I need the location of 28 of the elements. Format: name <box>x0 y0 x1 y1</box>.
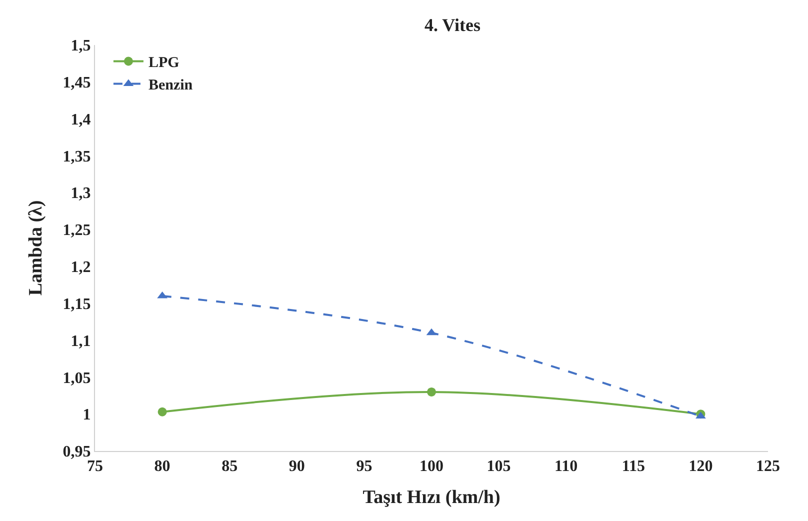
x-tick-label: 75 <box>87 458 103 476</box>
x-axis-title: Taşıt Hızı (km/h) <box>362 487 500 508</box>
y-tick-label: 1,25 <box>62 222 91 240</box>
x-tick-label: 125 <box>756 458 780 476</box>
x-tick-label: 90 <box>288 458 305 476</box>
x-tick-label: 115 <box>622 458 645 476</box>
legend-label: LPG <box>148 55 180 72</box>
x-tick-label: 80 <box>154 458 170 476</box>
y-tick-label: 1,3 <box>70 185 91 202</box>
x-tick-label: 95 <box>356 458 372 476</box>
y-tick-label: 1,35 <box>62 148 91 166</box>
y-tick-label: 0,95 <box>62 444 91 461</box>
y-axis-title: Lambda (λ) <box>26 200 47 296</box>
x-tick-label: 85 <box>222 458 238 476</box>
x-tick-label: 110 <box>554 458 578 476</box>
x-tick-label: 105 <box>486 458 511 476</box>
y-tick-label: 1 <box>82 406 91 424</box>
y-tick-label: 1,2 <box>70 259 91 276</box>
y-tick-label: 1,4 <box>70 111 91 128</box>
chart-title: 4. Vites <box>424 14 480 35</box>
y-tick-label: 1,15 <box>62 296 91 313</box>
y-tick-label: 1,1 <box>70 332 91 350</box>
legend-label: Benzin <box>148 78 194 94</box>
y-tick-label: 1,5 <box>70 38 91 55</box>
x-tick-label: 120 <box>688 458 713 476</box>
y-tick-label: 1,45 <box>62 74 91 92</box>
y-tick-label: 1,05 <box>62 370 91 387</box>
x-tick-label: 100 <box>420 458 444 476</box>
